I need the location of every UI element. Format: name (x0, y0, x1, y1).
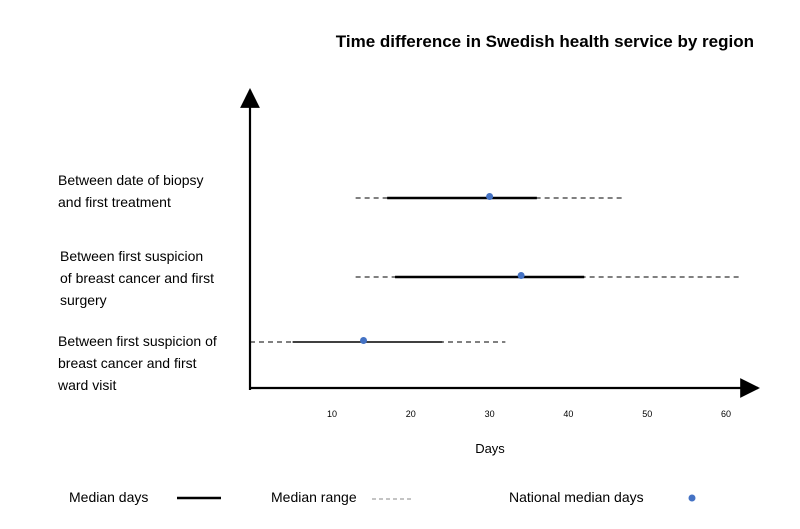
chart-row: Between first suspicion of breast cancer … (57, 333, 506, 393)
legend-national-median-label: National median days (509, 489, 644, 505)
national-median-point (517, 272, 525, 279)
category-label: Between first suspicion (60, 248, 203, 264)
category-label: ward visit (57, 377, 116, 393)
category-label: Between date of biopsy (58, 172, 204, 188)
legend: Median days Median range National median… (69, 489, 696, 505)
chart-rows: Between date of biopsy and first treatmen… (57, 172, 742, 393)
x-tick-label: 60 (721, 409, 731, 419)
category-label: breast cancer and first (58, 355, 197, 371)
national-median-point (486, 193, 494, 200)
x-tick-label: 10 (327, 409, 337, 419)
chart-row: Between date of biopsy and first treatmen… (58, 172, 624, 210)
chart-title: Time difference in Swedish health servic… (336, 32, 754, 51)
x-tick-label: 50 (642, 409, 652, 419)
category-label: of breast cancer and first (60, 270, 214, 286)
category-label: Between first suspicion of (58, 333, 217, 349)
x-tick-label: 30 (485, 409, 495, 419)
chart-row: Between first suspicion of breast cancer … (60, 248, 742, 308)
national-median-point (360, 337, 368, 344)
legend-median-days-label: Median days (69, 489, 148, 505)
legend-median-range-label: Median range (271, 489, 357, 505)
x-tick-label: 20 (406, 409, 416, 419)
x-tick-label: 40 (563, 409, 573, 419)
category-label: and first treatment (58, 194, 171, 210)
x-axis-label: Days (475, 441, 505, 456)
x-ticks: 10 20 30 40 50 60 (327, 409, 731, 419)
category-label: surgery (60, 292, 107, 308)
legend-national-median-swatch (688, 494, 696, 502)
